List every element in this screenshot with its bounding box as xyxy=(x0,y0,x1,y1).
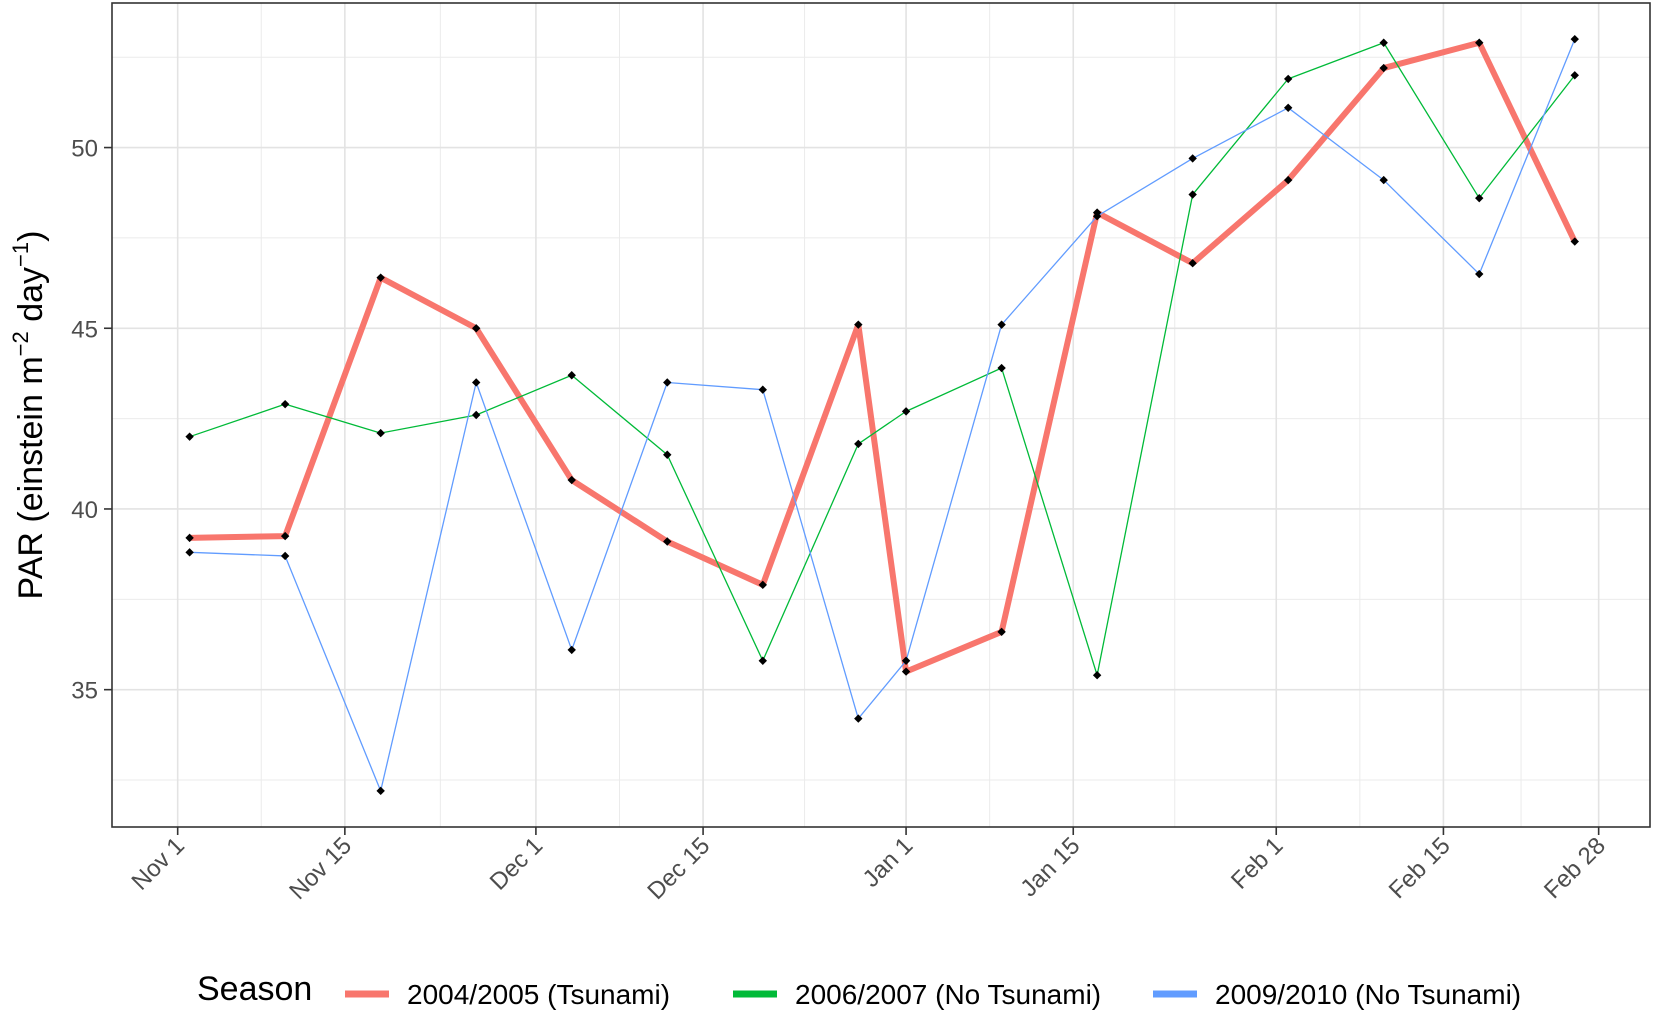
data-point-s1-9 xyxy=(997,363,1006,373)
data-point-s2-6 xyxy=(758,385,767,394)
x-tick-label: Jan 1 xyxy=(858,832,919,893)
y-axis-title-sup1: −2 xyxy=(8,331,33,356)
data-point-s0-0 xyxy=(185,533,194,543)
data-point-s1-15 xyxy=(1570,71,1579,80)
data-point-s1-6 xyxy=(758,656,767,665)
data-point-s1-10 xyxy=(1092,671,1102,680)
data-point-s1-12 xyxy=(1283,74,1293,84)
data-point-s1-0 xyxy=(185,432,194,441)
data-point-s0-14 xyxy=(1475,38,1484,47)
data-point-s0-5 xyxy=(663,537,672,546)
y-axis-title: PAR (einstein m−2 day−1) xyxy=(8,231,50,600)
legend-item-2009-2010: 2009/2010 (No Tsunami) xyxy=(1153,979,1521,1010)
x-tick-label: Feb 28 xyxy=(1539,832,1611,904)
data-point-s0-9 xyxy=(997,627,1006,637)
x-tick-label: Nov 1 xyxy=(126,832,189,895)
y-tick-label: 50 xyxy=(71,136,98,163)
data-point-s2-9 xyxy=(997,320,1006,329)
legend-label-2006-2007: 2006/2007 (No Tsunami) xyxy=(795,979,1101,1010)
data-point-s1-11 xyxy=(1188,190,1197,199)
series-line-1 xyxy=(189,42,1576,676)
x-tick-label: Nov 15 xyxy=(284,832,357,905)
data-point-s1-5 xyxy=(663,450,672,459)
data-point-s1-4 xyxy=(567,371,576,380)
x-tick-label: Dec 1 xyxy=(485,832,548,895)
series-line-0 xyxy=(189,39,1578,675)
x-tick-label: Feb 15 xyxy=(1384,832,1456,904)
data-point-s0-8 xyxy=(901,667,911,676)
data-point-s2-8 xyxy=(901,656,911,665)
y-tick-label: 35 xyxy=(71,678,98,705)
x-tick-label: Dec 15 xyxy=(642,832,715,905)
data-point-s0-11 xyxy=(1188,259,1197,268)
data-point-s0-15 xyxy=(1570,237,1579,246)
data-point-s0-2 xyxy=(376,273,385,282)
major-gridlines xyxy=(112,3,1650,827)
data-point-s2-13 xyxy=(1379,175,1388,185)
data-point-s0-12 xyxy=(1283,175,1293,185)
data-point-s1-1 xyxy=(280,399,290,409)
x-tick-label: Feb 1 xyxy=(1226,832,1288,894)
data-point-s2-1 xyxy=(280,551,290,561)
series-line-2 xyxy=(189,38,1576,792)
data-point-s1-7 xyxy=(854,439,863,449)
data-point-s2-4 xyxy=(567,645,576,655)
data-point-s1-14 xyxy=(1475,193,1484,203)
data-point-s2-14 xyxy=(1475,269,1484,279)
y-axis-title-mid: day xyxy=(12,267,50,331)
data-point-s2-15 xyxy=(1570,34,1579,44)
data-point-s1-8 xyxy=(901,407,911,416)
points-layer xyxy=(185,34,1579,796)
plot-border xyxy=(111,2,1651,828)
plot-panel xyxy=(112,3,1650,827)
data-point-s0-4 xyxy=(567,475,576,485)
data-point-s0-7 xyxy=(854,320,863,329)
data-point-s2-10 xyxy=(1092,212,1102,221)
data-point-s2-0 xyxy=(185,548,194,557)
y-axis-title-sup2: −1 xyxy=(8,242,33,267)
y-axis-title-main: PAR (einstein m xyxy=(12,356,50,599)
legend-label-2009-2010: 2009/2010 (No Tsunami) xyxy=(1215,979,1521,1010)
legend-item-2006-2007: 2006/2007 (No Tsunami) xyxy=(733,979,1101,1010)
data-point-s1-13 xyxy=(1379,38,1388,47)
data-point-s1-2 xyxy=(376,428,385,438)
x-axis: Nov 1 Nov 15 Dec 1 Dec 15 Jan 1 Jan 15 Feb 1 Fe… xyxy=(126,827,1611,905)
data-point-s0-6 xyxy=(758,580,767,590)
x-tick-label: Jan 15 xyxy=(1015,832,1085,902)
data-point-s2-11 xyxy=(1188,154,1197,163)
data-point-s2-7 xyxy=(854,714,863,723)
data-point-s0-1 xyxy=(280,531,290,541)
data-point-s2-5 xyxy=(663,378,672,387)
data-point-s2-2 xyxy=(376,786,385,796)
y-axis-title-end: ) xyxy=(12,231,50,242)
data-point-s0-3 xyxy=(472,324,481,333)
y-axis: 35 40 45 50 xyxy=(71,136,112,705)
data-point-s2-3 xyxy=(472,378,481,387)
legend: Season 2004/2005 (Tsunami) 2006/2007 (No… xyxy=(197,970,1521,1010)
legend-item-2004-2005: 2004/2005 (Tsunami) xyxy=(345,979,670,1010)
y-tick-label: 45 xyxy=(71,316,98,343)
data-point-s2-12 xyxy=(1283,103,1293,113)
series-layer xyxy=(189,38,1578,792)
y-tick-label: 40 xyxy=(71,497,98,524)
legend-label-2004-2005: 2004/2005 (Tsunami) xyxy=(407,979,670,1010)
data-point-s0-13 xyxy=(1379,63,1388,73)
data-point-s1-3 xyxy=(472,410,481,420)
legend-title: Season xyxy=(197,970,312,1008)
